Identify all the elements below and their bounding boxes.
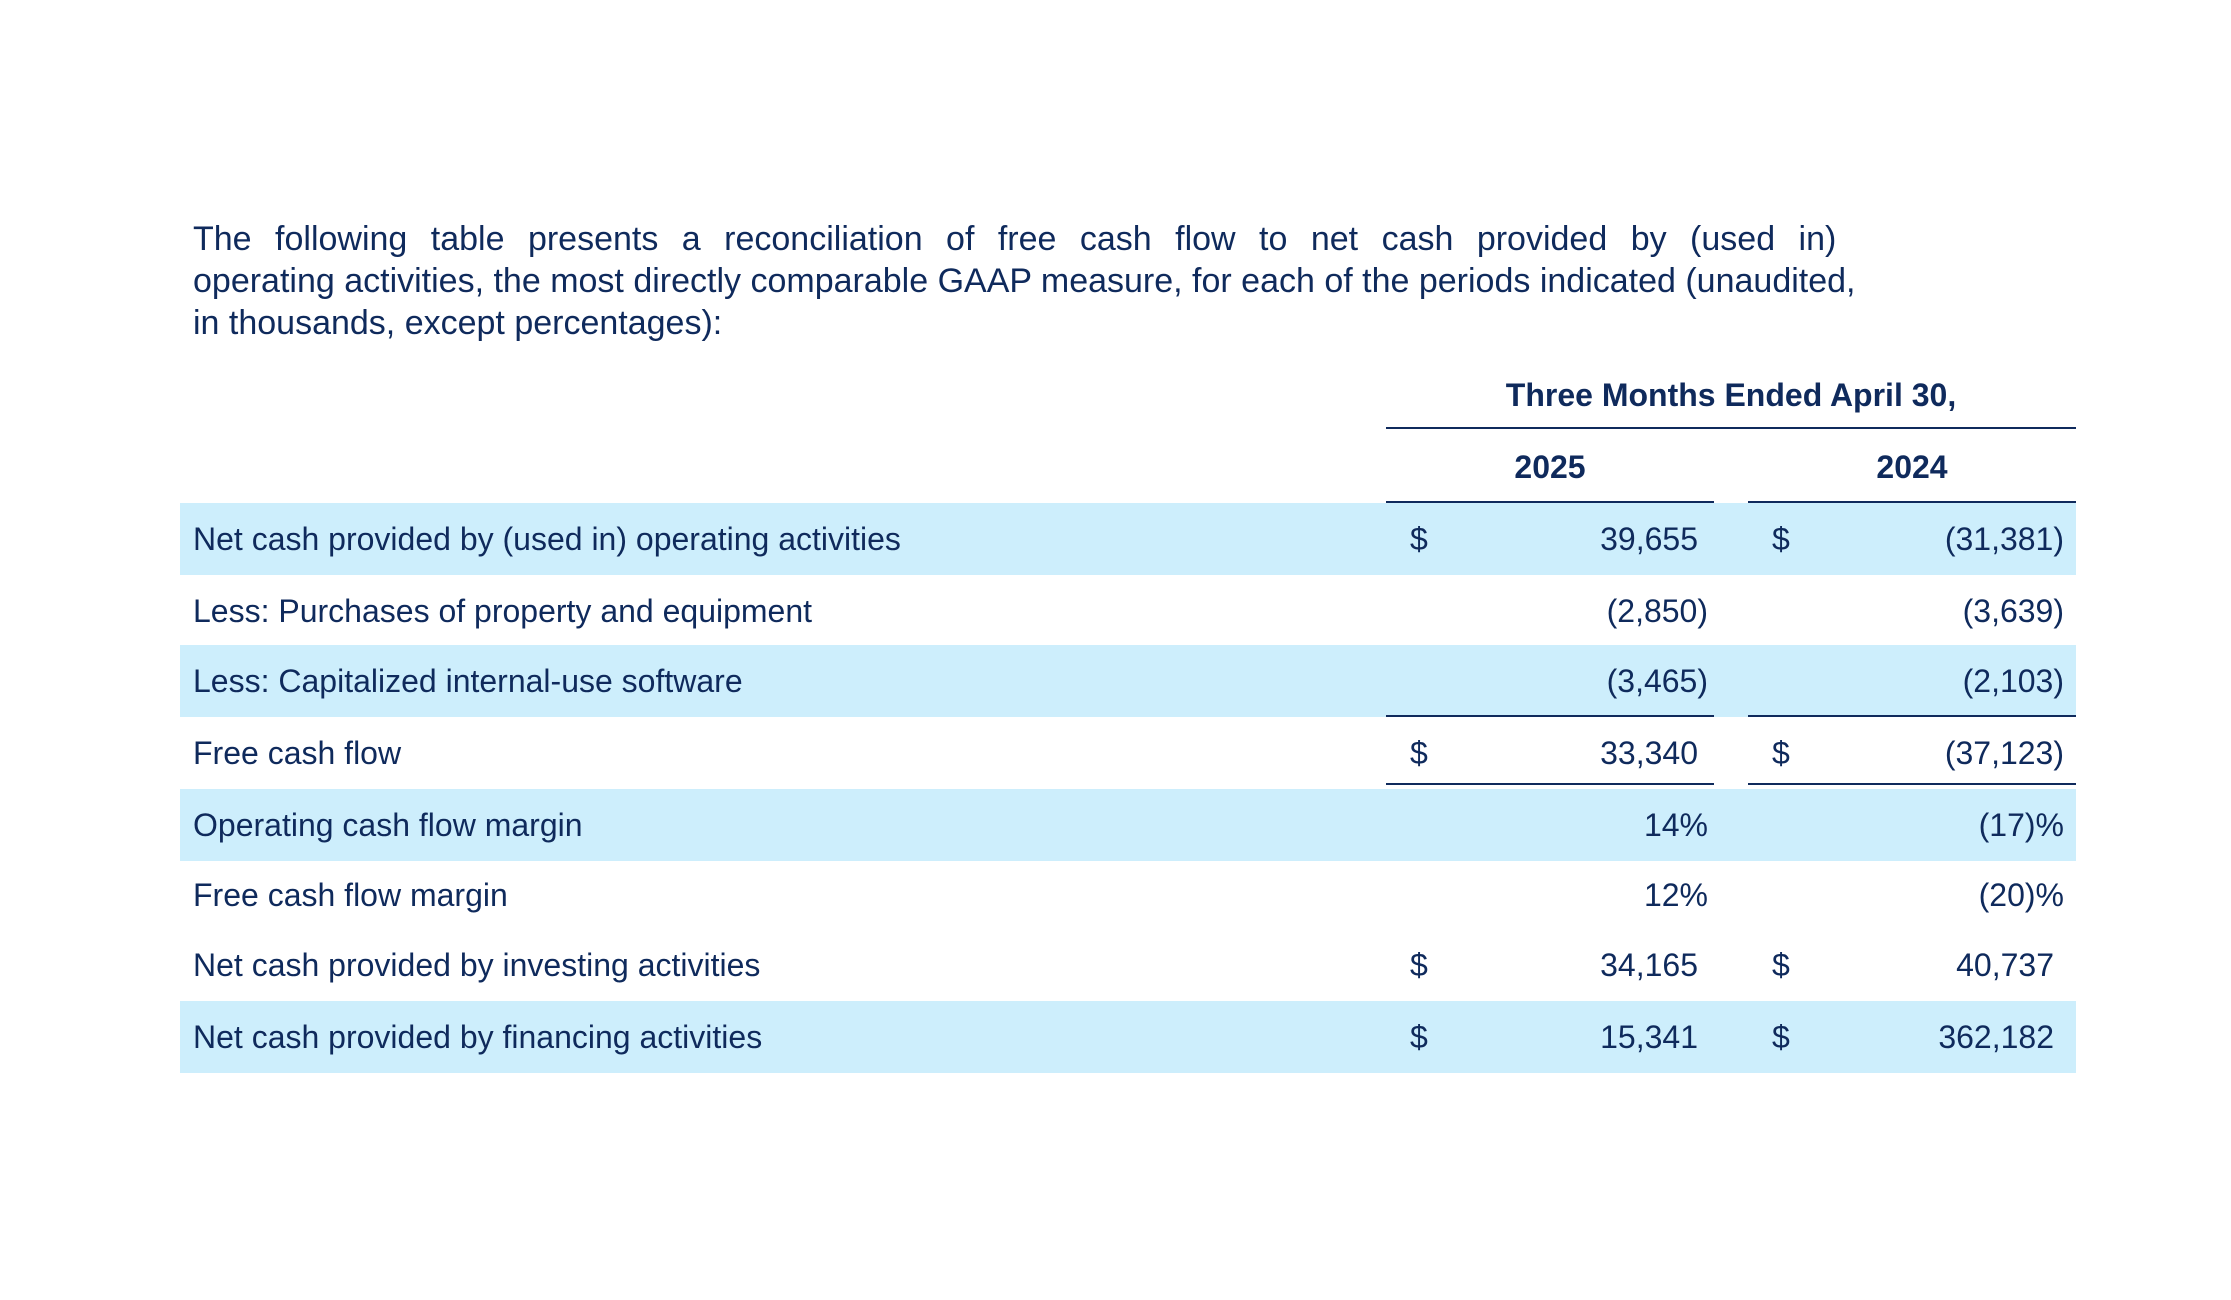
value-2025: 34,165 (1600, 947, 1698, 983)
value-2025: 33,340 (1600, 735, 1698, 771)
intro-line-2: operating activities, the most directly … (193, 262, 1856, 300)
dollar-sign: $ (1772, 521, 1790, 557)
dollar-sign: $ (1772, 1019, 1790, 1055)
intro-line-1: The following table presents a reconcili… (193, 220, 1837, 258)
subtotal-rule (1386, 715, 1714, 717)
row-label: Operating cash flow margin (193, 807, 583, 843)
row-label: Free cash flow (193, 735, 402, 771)
dollar-sign: $ (1410, 521, 1428, 557)
value-2025: 14% (1643, 807, 1708, 843)
row-label: Net cash provided by (used in) operating… (193, 521, 901, 557)
value-2025: (3,465) (1606, 663, 1708, 699)
value-2024: (2,103) (1962, 663, 2064, 699)
dollar-sign: $ (1410, 735, 1428, 771)
table-row-property-equipment: Less: Purchases of property and equipmen… (180, 575, 2076, 647)
year-header-2024: 2024 (1748, 445, 2076, 503)
value-2024: (3,639) (1962, 593, 2064, 629)
value-2024: 362,182 (1938, 1019, 2054, 1055)
value-2024: (31,381) (1944, 521, 2064, 557)
dollar-sign: $ (1772, 947, 1790, 983)
value-2025: 39,655 (1600, 521, 1698, 557)
table-row-free-cash-flow: Free cash flow $ 33,340 $ (37,123) (180, 717, 2076, 789)
period-header: Three Months Ended April 30, (1386, 375, 2076, 429)
year-header-2025: 2025 (1386, 445, 1714, 503)
row-label: Less: Capitalized internal-use software (193, 663, 743, 699)
row-label: Net cash provided by financing activitie… (193, 1019, 763, 1055)
table-row-internal-use-software: Less: Capitalized internal-use software … (180, 645, 2076, 717)
value-2025: 15,341 (1600, 1019, 1698, 1055)
table-row-financing-activities: Net cash provided by financing activitie… (180, 1001, 2076, 1073)
value-2024: 40,737 (1956, 947, 2054, 983)
value-2024: (20)% (1978, 877, 2064, 913)
intro-line-3: in thousands, except percentages): (193, 304, 723, 342)
dollar-sign: $ (1772, 735, 1790, 771)
row-label: Net cash provided by investing activitie… (193, 947, 761, 983)
value-2025: (2,850) (1606, 593, 1708, 629)
subtotal-rule (1748, 715, 2076, 717)
table-row-operating-margin: Operating cash flow margin 14% (17)% (180, 789, 2076, 861)
table-row-operating-activities: Net cash provided by (used in) operating… (180, 503, 2076, 575)
dollar-sign: $ (1410, 1019, 1428, 1055)
value-2024: (17)% (1978, 807, 2064, 843)
value-2025: 12% (1643, 877, 1708, 913)
value-2024: (37,123) (1944, 735, 2064, 771)
intro-paragraph: The following table presents a reconcili… (193, 218, 2043, 344)
row-label: Free cash flow margin (193, 877, 508, 913)
dollar-sign: $ (1410, 947, 1428, 983)
row-label: Less: Purchases of property and equipmen… (193, 593, 813, 629)
table-row-investing-activities: Net cash provided by investing activitie… (180, 929, 2076, 1001)
table-row-free-cash-flow-margin: Free cash flow margin 12% (20)% (180, 859, 2076, 931)
